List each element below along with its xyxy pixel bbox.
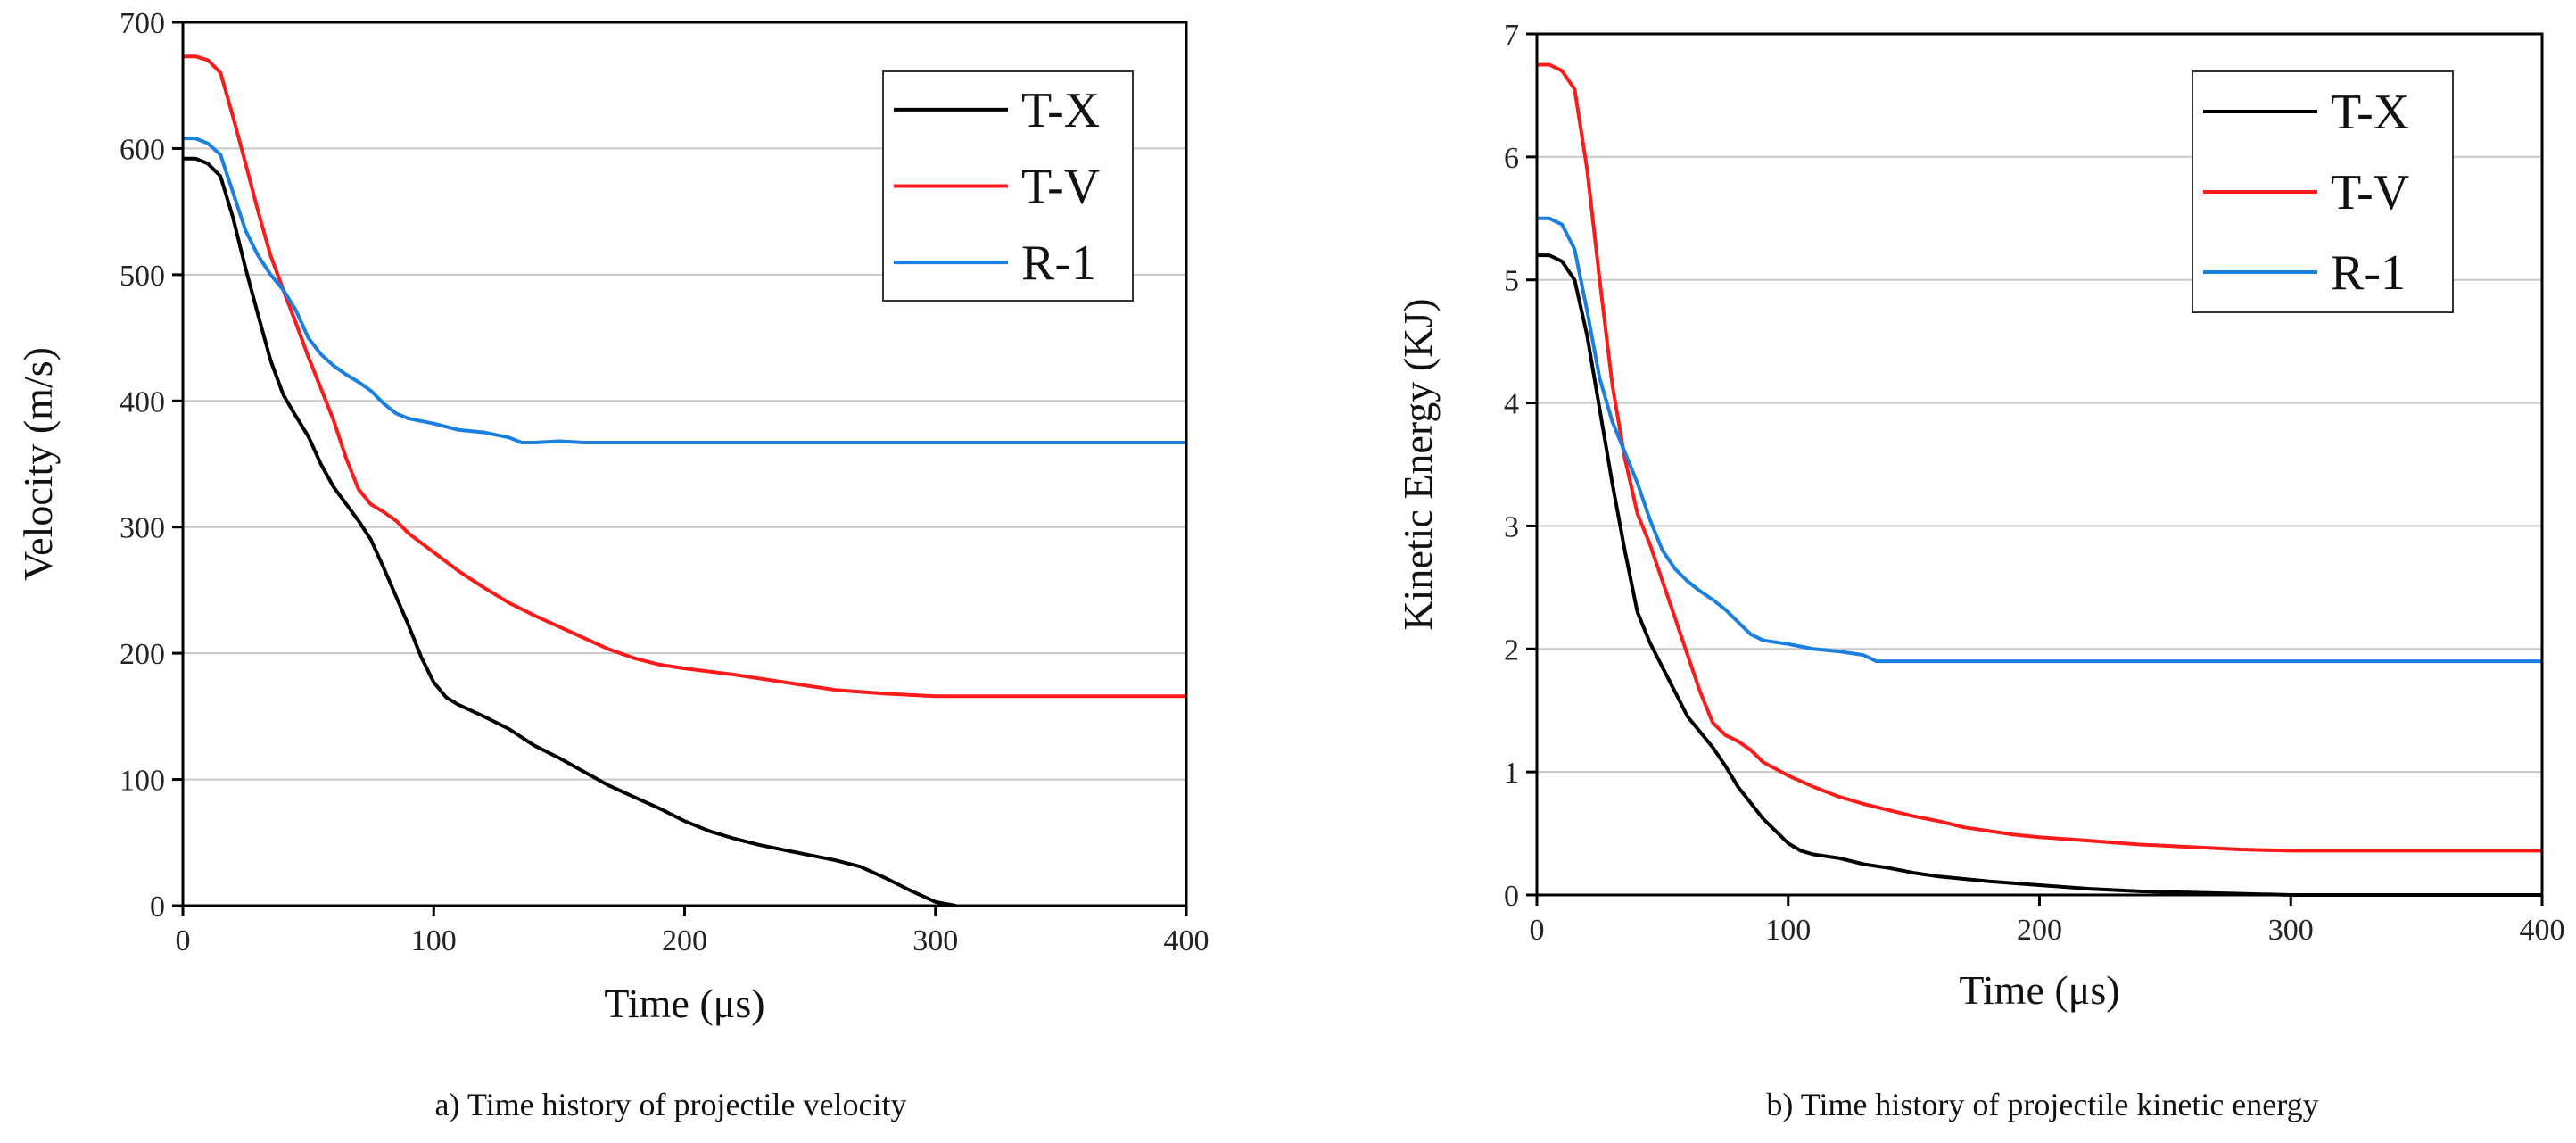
x-tick-label: 300	[912, 924, 958, 957]
figure-caption: b) Time history of projectile kinetic en…	[1766, 1087, 2318, 1122]
y-tick-label: 500	[120, 260, 165, 293]
series-line-r-1	[183, 137, 1186, 444]
x-tick-label: 200	[2017, 914, 2062, 947]
y-tick-label: 7	[1504, 19, 1519, 52]
x-axis-label: Time (μs)	[1959, 967, 2119, 1013]
y-tick-label: 1	[1504, 757, 1519, 790]
y-tick-label: 0	[150, 890, 165, 924]
figure-caption: a) Time history of projectile velocity	[435, 1087, 907, 1122]
legend: T-X T-V R-1	[882, 70, 1134, 302]
x-axis-label: Time (μs)	[604, 981, 764, 1026]
legend-label-t-v: T-V	[2331, 165, 2409, 220]
chart-panel-1: 0 100 200 300 400 500 600 700 0 100 200 300 400 Time …	[15, 7, 1210, 1122]
y-tick-label: 700	[120, 7, 165, 40]
series-line-t-v	[1537, 62, 2542, 853]
y-tick-label: 200	[120, 638, 165, 671]
legend-label-r-1: R-1	[2331, 245, 2406, 301]
series-line-t-x	[183, 156, 956, 907]
series-line-t-v	[183, 54, 1186, 699]
x-tick-label: 400	[2520, 914, 2565, 947]
x-tick-label: 0	[1530, 914, 1545, 947]
y-axis-label: Velocity (m/s)	[15, 347, 61, 581]
y-tick-label: 300	[120, 512, 165, 545]
x-tick-label: 0	[176, 924, 191, 957]
y-tick-label: 400	[120, 385, 165, 418]
y-tick-label: 5	[1504, 265, 1519, 298]
y-tick-label: 100	[120, 765, 165, 798]
x-tick-label: 100	[1765, 914, 1811, 947]
legend: T-X T-V R-1	[2192, 70, 2454, 313]
legend-label-t-x: T-X	[2331, 85, 2409, 140]
legend-label-t-v: T-V	[1021, 160, 1100, 215]
x-tick-label: 200	[662, 924, 707, 957]
x-tick-label: 100	[411, 924, 457, 957]
legend-label-r-1: R-1	[1021, 236, 1096, 291]
legend-label-t-x: T-X	[1021, 83, 1100, 138]
y-tick-label: 3	[1504, 510, 1519, 543]
series-line-r-1	[1537, 216, 2542, 664]
x-tick-label: 300	[2268, 914, 2314, 947]
series-line-t-x	[1537, 253, 2542, 897]
y-tick-label: 2	[1504, 634, 1519, 667]
y-tick-label: 0	[1504, 880, 1519, 913]
x-tick-label: 400	[1164, 924, 1210, 957]
chart-panel-2: 0 1 2 3 4 5 6 7 0 100 200 300 400 Time (μs) Kinetic En…	[1395, 19, 2565, 1122]
y-tick-label: 6	[1504, 142, 1519, 175]
y-axis-label: Kinetic Energy (KJ)	[1395, 298, 1441, 630]
y-tick-label: 600	[120, 133, 165, 166]
y-tick-label: 4	[1504, 388, 1519, 421]
